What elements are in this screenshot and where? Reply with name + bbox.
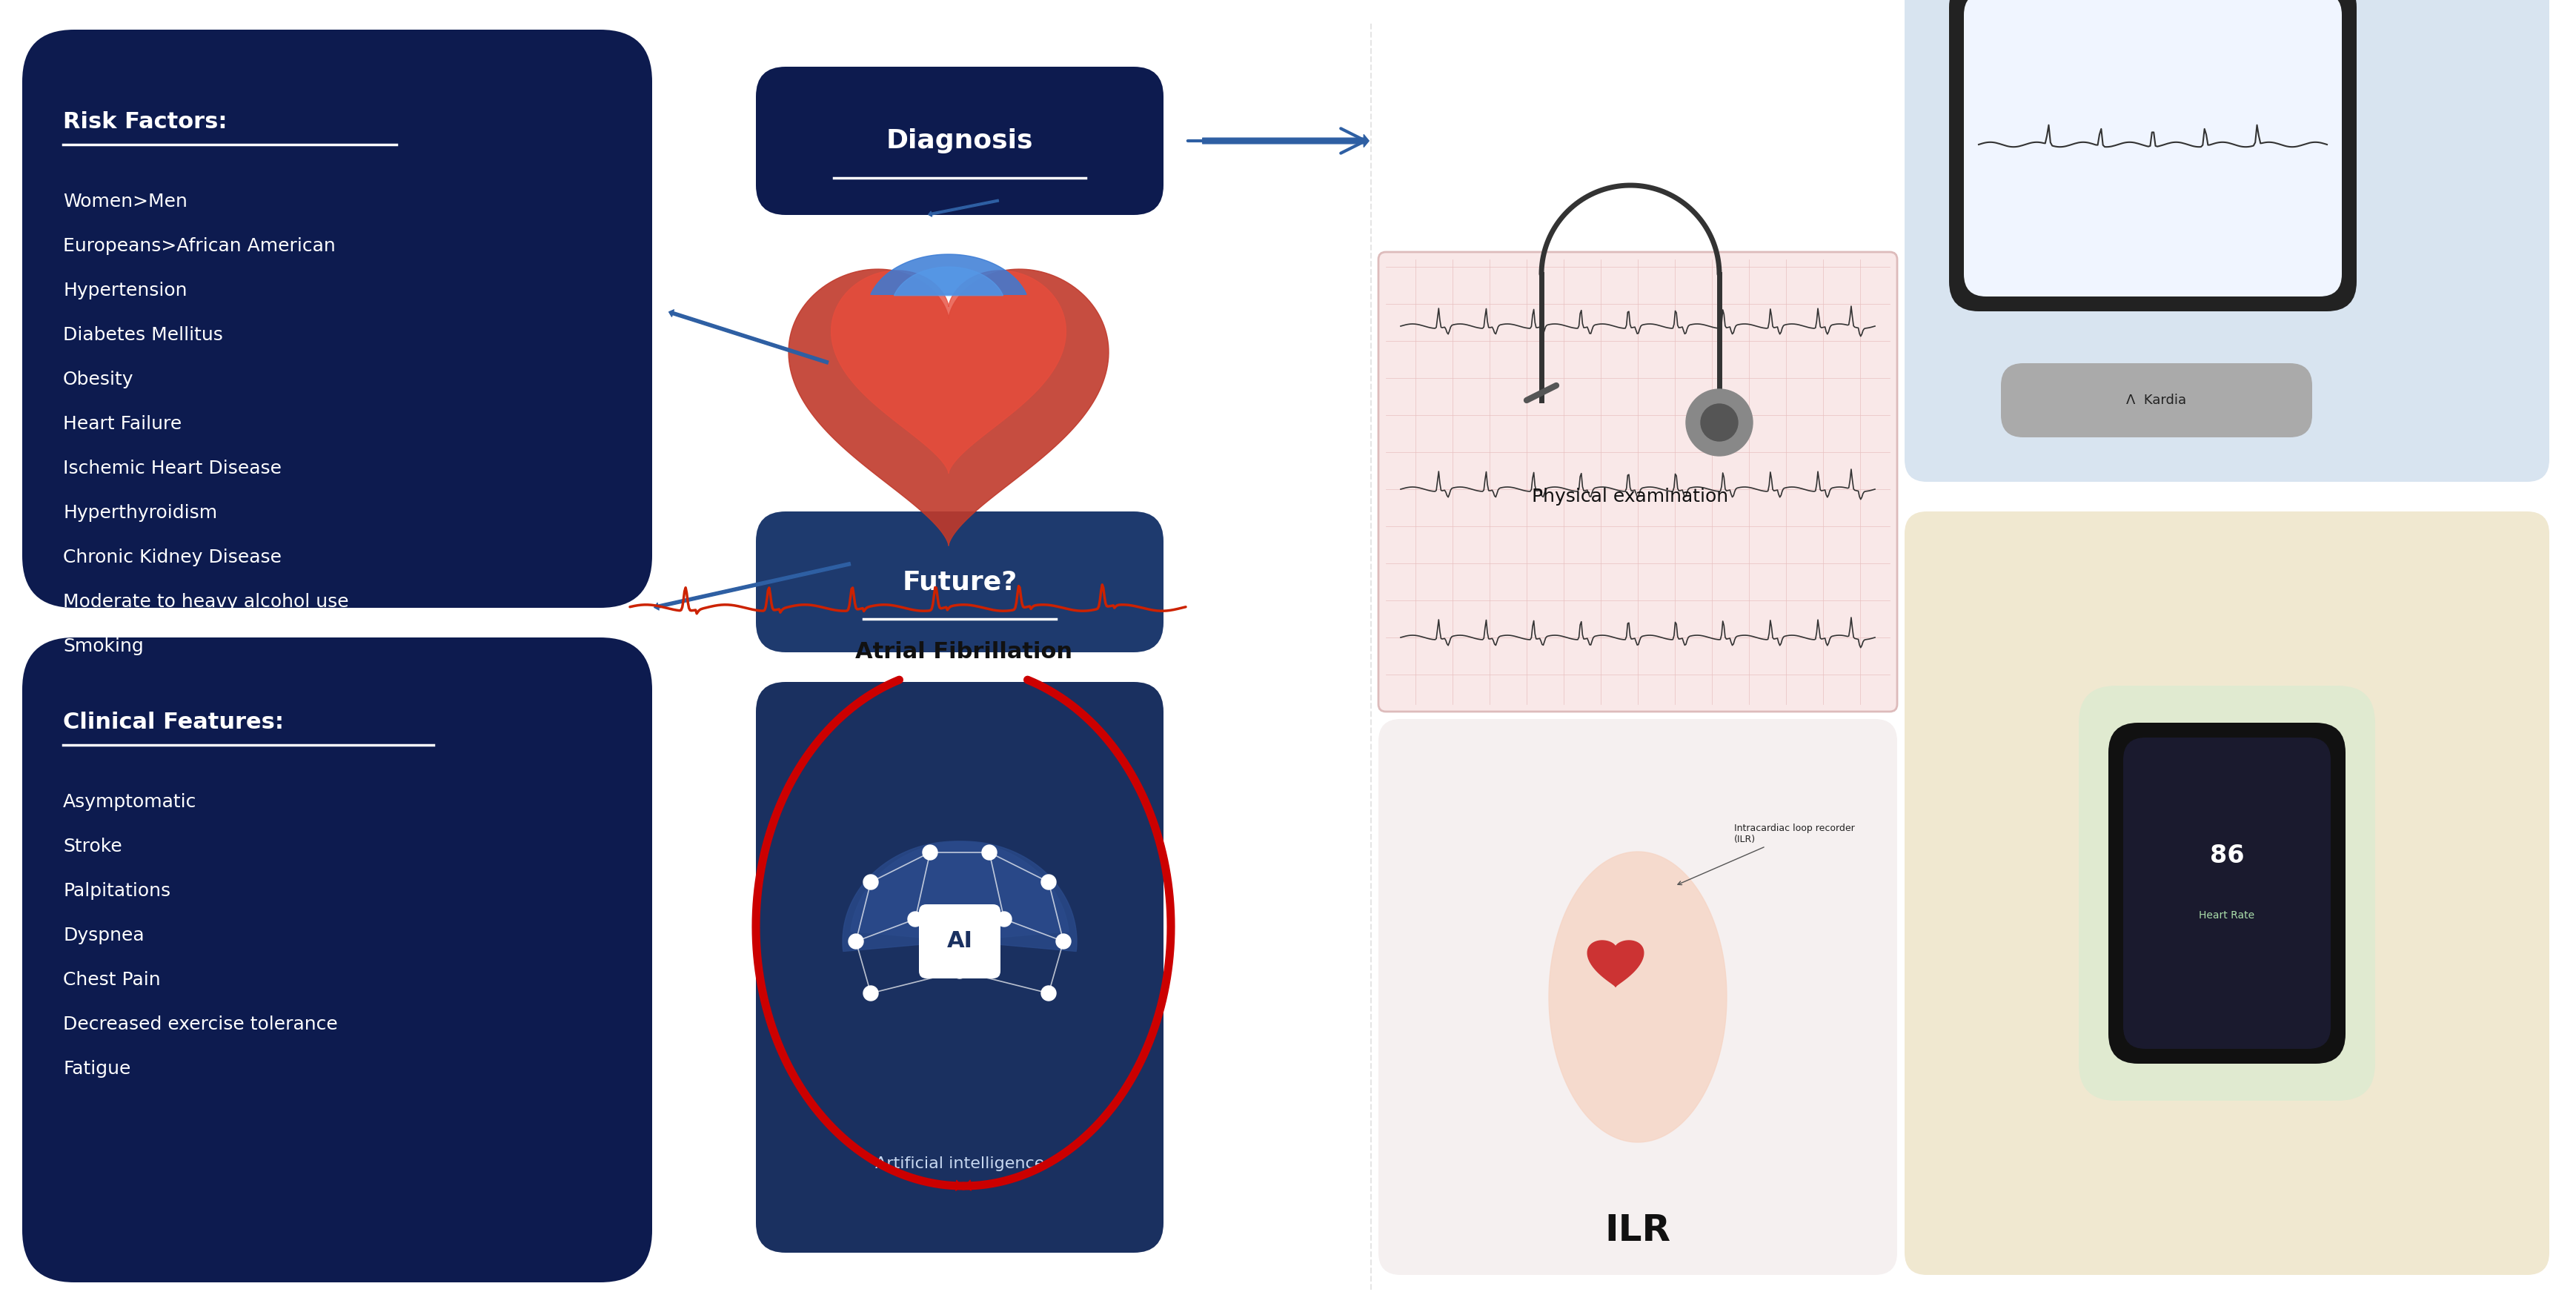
FancyBboxPatch shape (1963, 0, 2342, 297)
Text: Diagnosis: Diagnosis (886, 129, 1033, 154)
Circle shape (997, 912, 1012, 926)
Circle shape (922, 845, 938, 859)
FancyBboxPatch shape (2107, 723, 2347, 1064)
FancyBboxPatch shape (1904, 0, 2550, 482)
Text: Chest Pain: Chest Pain (62, 971, 160, 989)
Polygon shape (1587, 941, 1643, 987)
Text: Physical examination: Physical examination (1533, 488, 1728, 505)
Text: ILR: ILR (1605, 1212, 1672, 1248)
Text: 86: 86 (2210, 844, 2244, 869)
FancyBboxPatch shape (755, 67, 1164, 215)
Text: Chronic Kidney Disease: Chronic Kidney Disease (62, 548, 281, 567)
FancyBboxPatch shape (23, 30, 652, 607)
Text: Decreased exercise tolerance: Decreased exercise tolerance (62, 1015, 337, 1034)
FancyBboxPatch shape (1378, 252, 1896, 711)
Text: Intracardiac loop recorder
(ILR): Intracardiac loop recorder (ILR) (1677, 824, 1855, 884)
Text: Hyperthyroidism: Hyperthyroidism (62, 504, 216, 522)
FancyBboxPatch shape (755, 682, 1164, 1253)
Circle shape (863, 985, 878, 1001)
Polygon shape (788, 269, 1108, 546)
Circle shape (1700, 404, 1739, 441)
FancyBboxPatch shape (23, 638, 652, 1282)
Text: Fatigue: Fatigue (62, 1060, 131, 1077)
Text: Future?: Future? (902, 569, 1018, 594)
FancyBboxPatch shape (920, 904, 999, 979)
Text: Stroke: Stroke (62, 837, 121, 855)
Text: Atrial Fibrillation: Atrial Fibrillation (855, 642, 1072, 663)
Text: Hypertension: Hypertension (62, 282, 188, 299)
Polygon shape (894, 266, 1002, 295)
Circle shape (1685, 390, 1752, 455)
Polygon shape (842, 841, 1069, 951)
Circle shape (953, 963, 966, 979)
FancyBboxPatch shape (1904, 512, 2550, 1275)
Text: Europeans>African American: Europeans>African American (62, 237, 335, 255)
Text: Moderate to heavy alcohol use: Moderate to heavy alcohol use (62, 593, 348, 611)
Text: Λ  Kardia: Λ Kardia (2125, 394, 2187, 407)
Polygon shape (850, 841, 1077, 951)
Circle shape (907, 912, 922, 926)
Circle shape (863, 875, 878, 890)
Circle shape (848, 934, 863, 949)
FancyBboxPatch shape (2123, 737, 2331, 1048)
Circle shape (1056, 934, 1072, 949)
FancyBboxPatch shape (2002, 363, 2313, 437)
Text: Diabetes Mellitus: Diabetes Mellitus (62, 327, 224, 344)
Polygon shape (832, 270, 1066, 474)
Text: Clinical Features:: Clinical Features: (62, 711, 283, 733)
Text: Ischemic Heart Disease: Ischemic Heart Disease (62, 459, 281, 478)
Polygon shape (1548, 851, 1726, 1143)
FancyBboxPatch shape (1378, 719, 1896, 1275)
FancyBboxPatch shape (2079, 686, 2375, 1101)
Text: Heart Failure: Heart Failure (62, 415, 183, 433)
Text: Women>Men: Women>Men (62, 193, 188, 210)
Text: Smoking: Smoking (62, 638, 144, 655)
Text: AI: AI (948, 930, 974, 953)
Text: Dyspnea: Dyspnea (62, 926, 144, 945)
Circle shape (981, 845, 997, 859)
Circle shape (1041, 875, 1056, 890)
Text: Risk Factors:: Risk Factors: (62, 112, 227, 133)
Text: Heart Rate: Heart Rate (2200, 911, 2254, 921)
Text: Palpitations: Palpitations (62, 882, 170, 900)
Text: Asymptomatic: Asymptomatic (62, 794, 196, 811)
Circle shape (1041, 985, 1056, 1001)
FancyBboxPatch shape (755, 512, 1164, 652)
Text: Obesity: Obesity (62, 370, 134, 388)
FancyBboxPatch shape (1950, 0, 2357, 311)
Text: Artificial intelligence: Artificial intelligence (876, 1156, 1043, 1172)
Polygon shape (871, 255, 1025, 294)
